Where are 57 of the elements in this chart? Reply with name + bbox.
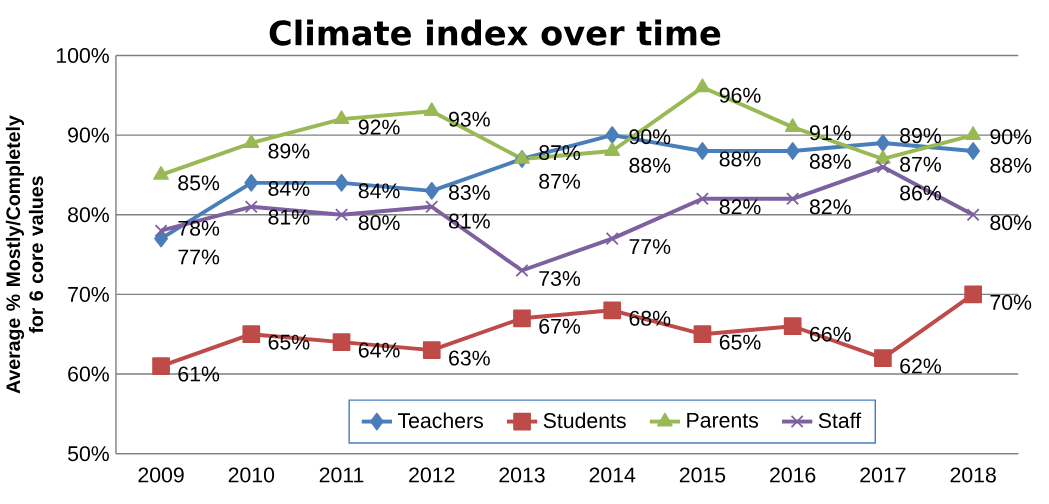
- legend-label: Students: [543, 412, 626, 429]
- x-tick-label: 2015: [679, 467, 726, 483]
- data-label: 82%: [809, 199, 851, 215]
- data-label: 88%: [990, 157, 1032, 173]
- x-tick-label: 2012: [409, 467, 455, 483]
- y-tick-label: 80%: [68, 207, 109, 223]
- y-tick-label: 90%: [68, 127, 109, 143]
- legend-label: Staff: [818, 412, 862, 429]
- data-label: 80%: [358, 215, 400, 231]
- data-label: 93%: [449, 111, 490, 127]
- y-axis-title: Average % Mostly/Completely for 6 core values: [5, 115, 44, 394]
- data-label: 77%: [178, 249, 220, 265]
- data-label: 73%: [539, 270, 581, 286]
- x-tick-label: 2014: [589, 467, 636, 483]
- x-tick-label: 2016: [770, 467, 816, 483]
- data-label: 88%: [629, 157, 671, 173]
- y-tick-label: 100%: [56, 47, 109, 63]
- data-label: 91%: [809, 125, 851, 141]
- data-label: 88%: [719, 151, 761, 167]
- x-tick-label: 2011: [319, 467, 364, 483]
- data-label: 87%: [539, 145, 581, 161]
- data-label: 88%: [809, 153, 851, 169]
- data-label: 83%: [448, 184, 490, 200]
- data-label: 84%: [268, 180, 310, 196]
- data-label: 70%: [990, 294, 1032, 310]
- legend-label: Parents: [687, 412, 759, 428]
- data-label: 65%: [719, 334, 761, 350]
- y-tick-label: 60%: [68, 366, 109, 382]
- data-label: 89%: [900, 128, 941, 144]
- data-label: 85%: [178, 175, 220, 191]
- data-label: 81%: [268, 209, 310, 225]
- x-tick-label: 2013: [499, 467, 545, 483]
- data-label: 90%: [990, 129, 1032, 145]
- y-tick-label: 50%: [68, 446, 109, 462]
- chart-title: Climate index over time: [269, 19, 721, 46]
- data-label: 89%: [268, 143, 310, 159]
- legend-label: Teachers: [397, 412, 483, 429]
- data-label: 65%: [268, 334, 310, 350]
- data-label: 78%: [178, 220, 220, 236]
- x-tick-label: 2017: [860, 467, 906, 483]
- data-label: 87%: [539, 173, 581, 189]
- data-label: 61%: [178, 366, 220, 382]
- data-label: 63%: [449, 350, 490, 366]
- data-label: 77%: [629, 239, 671, 254]
- y-tick-label: 70%: [68, 286, 109, 302]
- data-label: 67%: [539, 318, 581, 334]
- data-label: 62%: [900, 358, 941, 374]
- x-tick-label: 2010: [228, 467, 275, 483]
- data-label: 80%: [990, 215, 1032, 231]
- data-label: 84%: [358, 183, 400, 199]
- x-tick-label: 2009: [138, 467, 184, 483]
- data-label: 87%: [900, 156, 941, 172]
- data-label: 92%: [358, 119, 400, 135]
- x-tick-label: 2018: [950, 467, 996, 483]
- data-label: 64%: [358, 342, 400, 358]
- data-label: 82%: [719, 199, 761, 215]
- data-label: 96%: [719, 87, 761, 103]
